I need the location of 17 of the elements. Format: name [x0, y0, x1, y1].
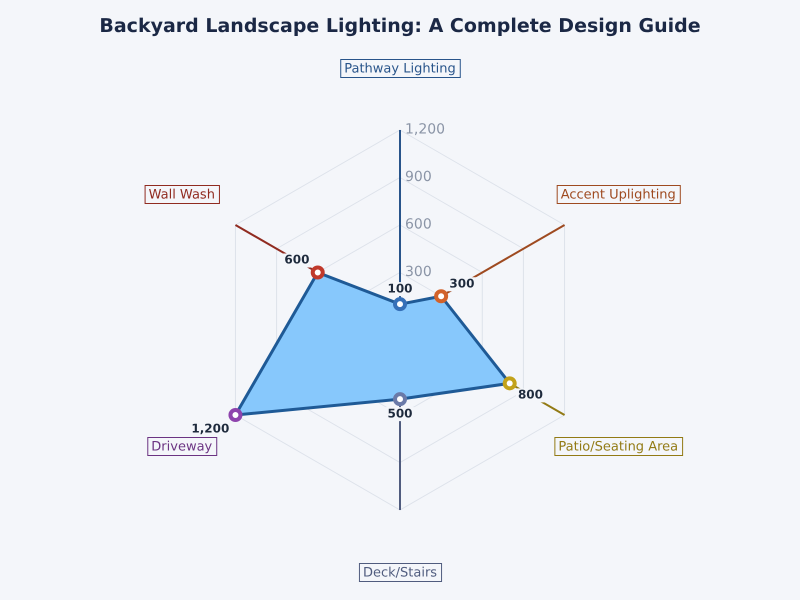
chart-title: Backyard Landscape Lighting: A Complete Design Guide — [99, 14, 701, 37]
y-tick-label: 900 — [405, 169, 432, 186]
data-label: 1,200 — [191, 422, 230, 436]
data-label: 800 — [518, 387, 544, 402]
data-label: 600 — [284, 252, 310, 267]
spoke-label: Driveway — [151, 439, 213, 454]
spoke-label: Wall Wash — [148, 187, 215, 202]
y-tick-label: 1,200 — [405, 122, 446, 138]
data-label: 500 — [387, 406, 413, 420]
spoke-label: Pathway Lighting — [344, 61, 456, 76]
data-label: 100 — [387, 281, 413, 296]
y-tick-label: 300 — [405, 264, 432, 280]
y-tick-label: 600 — [405, 216, 432, 233]
spoke-label: Deck/Stairs — [362, 565, 438, 580]
data-label: 300 — [449, 276, 474, 290]
spoke-label: Accent Uplighting — [560, 187, 676, 202]
spoke-label: Patio/Seating Area — [558, 439, 678, 454]
